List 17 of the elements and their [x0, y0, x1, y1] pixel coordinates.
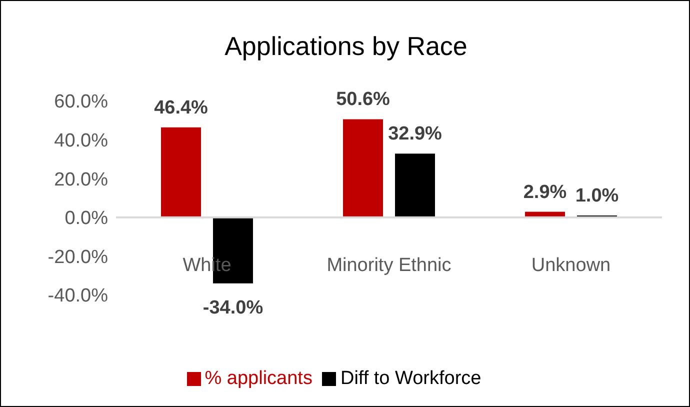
y-tick-label: -20.0%	[48, 246, 108, 268]
data-label: 32.9%	[388, 124, 442, 145]
x-tick-label: Minority Ethnic	[326, 254, 452, 276]
y-tick-label: 20.0%	[54, 169, 108, 190]
legend-label: Diff to Workforce	[340, 368, 482, 389]
y-tick-label: 0.0%	[64, 208, 108, 230]
legend-label: % applicants	[204, 368, 312, 389]
y-tick-label: -40.0%	[48, 286, 108, 307]
data-label: 50.6%	[336, 89, 390, 110]
data-label: 1.0%	[575, 185, 619, 206]
y-tick-label: 40.0%	[54, 130, 108, 152]
chart-title: Applications by Race	[224, 31, 468, 62]
data-label: -34.0%	[202, 297, 264, 318]
data-label: 2.9%	[523, 182, 567, 203]
x-tick-label: Unknown	[531, 254, 611, 276]
y-tick-label: 60.0%	[54, 92, 108, 113]
data-label: 46.4%	[154, 97, 208, 118]
